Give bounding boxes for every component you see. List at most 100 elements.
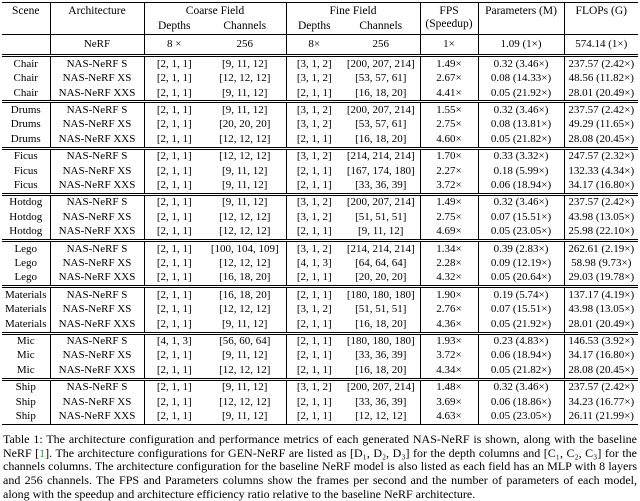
cell-fps: 2.67× [420,71,479,87]
cell-parameters: 0.07 (15.51×) [478,302,565,318]
cell-parameters: 0.18 (5.99×) [478,164,565,179]
cell-fine-depths: [4, 1, 3] [296,257,332,269]
cell-scene: Drums [2,101,51,118]
table-row: Materials NAS-NeRF XXS [2, 1, 1] [9, 11, 12… [2,317,638,334]
cell-architecture: NAS-NeRF XXS [50,178,145,195]
cell-scene: Ship [2,395,51,410]
cell-coarse-depths: [2, 1, 1] [156,132,192,145]
cell-coarse-channels: [9, 11, 12] [204,55,287,72]
table-row: Ficus NAS-NeRF S [2, 1, 1] [12, 12, 12] [3, … [2,148,638,165]
cell-fine-channels: [53, 57, 61] [342,117,421,133]
cell-flops: 29.03 (19.78×) [568,271,635,284]
cell-fine-depths: [2, 1, 1] [296,317,332,330]
col-header-channels-fine: Channels [342,18,421,35]
cell-scene: Lego [2,270,51,287]
cell-fine-channels: [16, 18, 20] [342,86,421,102]
cell-fine-depths: [2, 1, 1] [296,86,332,99]
cell-coarse-depths: [2, 1, 1] [156,363,192,376]
cell-fine-depths: [2, 1, 1] [296,349,332,362]
cell-fine-depths: [2, 1, 1] [296,271,332,284]
cell-fps: 1.49× [420,194,479,211]
cell-fine-channels: [214, 214, 214] [342,148,421,165]
cell-architecture: NAS-NeRF XXS [50,363,145,380]
cell-fps: 1.48× [420,379,479,396]
cell-fps: 2.75× [420,210,479,225]
cell-coarse-channels: 256 [204,34,287,56]
table-row: Chair NAS-NeRF XXS [2, 1, 1] [9, 11, 12] [2,… [2,86,638,102]
table-row: Drums NAS-NeRF XXS [2, 1, 1] [12, 12, 12] [2… [2,132,638,149]
table-row: Hotdog NAS-NeRF XXS [2, 1, 1] [12, 12, 12] [… [2,224,638,241]
cell-scene: Hotdog [2,224,51,241]
cell-coarse-channels: [12, 12, 12] [204,224,287,241]
cell-architecture: NAS-NeRF XS [50,302,145,318]
cell-parameters: 0.32 (3.46×) [478,55,565,72]
cell-fine-depths: [3, 1, 2] [296,103,332,116]
table-row: NeRF 8 × 256 8× 256 1× 1.09 (1×) 574.14 (1×) [2,34,638,56]
cell-architecture: NAS-NeRF XXS [50,317,145,334]
table-row: Ficus NAS-NeRF XS [2, 1, 1] [9, 11, 12] [2, … [2,164,638,179]
table-header: Scene Architecture Coarse Field Fine Fie… [2,2,639,35]
cell-coarse-depths: [2, 1, 1] [156,381,192,394]
scene-group-ship: Ship NAS-NeRF S [2, 1, 1] [9, 11, 12] [3, 1,… [2,379,639,425]
cell-scene: Chair [2,86,51,102]
cell-flops: 237.57 (2.42×) [568,57,635,70]
cell-flops: 48.56 (11.82×) [568,72,634,85]
caption-text-after: ]. The architecture configurations for G… [3,445,638,501]
cell-fps: 2.28× [420,256,479,271]
cell-fine-depths: [2, 1, 1] [296,164,332,177]
cell-parameters: 0.07 (15.51×) [478,210,565,225]
cell-fine-channels: [64, 64, 64] [342,256,421,271]
cell-parameters: 0.08 (13.81×) [478,117,565,133]
col-header-coarse-field: Coarse Field [144,2,287,19]
cell-architecture: NAS-NeRF XXS [50,224,145,241]
cell-fps: 1.93× [420,333,479,349]
cell-flops: 34.23 (16.77×) [568,395,635,408]
cell-fps: 4.41× [420,86,479,102]
table-row: Lego NAS-NeRF S [2, 1, 1] [100, 104, 109] [3… [2,240,638,257]
cell-flops: 28.01 (20.49×) [568,317,635,330]
cell-scene [2,34,51,56]
cell-fine-channels: [200, 207, 214] [342,101,421,118]
cell-scene: Chair [2,55,51,72]
cell-coarse-depths: [2, 1, 1] [156,288,192,301]
table-row: Drums NAS-NeRF S [2, 1, 1] [9, 11, 12] [3, 1… [2,101,638,118]
cell-architecture: NAS-NeRF XXS [50,132,145,149]
cell-parameters: 0.05 (21.92×) [478,86,565,102]
table-row: Ship NAS-NeRF XS [2, 1, 1] [12, 12, 12] [2, … [2,395,638,410]
table-row: Materials NAS-NeRF XS [2, 1, 1] [12, 12, 12… [2,302,638,318]
cell-fine-depths: [2, 1, 1] [296,132,332,145]
table-row: Mic NAS-NeRF XS [2, 1, 1] [9, 11, 12] [2, 1,… [2,348,638,364]
table-row: Lego NAS-NeRF XXS [2, 1, 1] [16, 18, 20] [2,… [2,270,638,287]
cell-coarse-depths: [2, 1, 1] [156,196,192,209]
cell-fine-depths: 8× [308,37,321,50]
cell-fine-channels: [53, 57, 61] [342,71,421,87]
baseline-row-group: NeRF 8 × 256 8× 256 1× 1.09 (1×) 574.14 (1×) [2,34,638,56]
cell-parameters: 0.05 (21.92×) [478,317,565,334]
cell-parameters: 0.06 (18.94×) [478,178,565,195]
cell-fine-depths: [3, 1, 2] [296,196,332,209]
cell-coarse-channels: [9, 11, 12] [204,164,287,179]
cell-coarse-channels: [56, 60, 64] [204,333,287,349]
scene-group-lego: Lego NAS-NeRF S [2, 1, 1] [100, 104, 109] [3… [2,240,639,287]
cell-fine-channels: [20, 20, 20] [342,270,421,287]
cell-coarse-depths: [2, 1, 1] [156,410,192,423]
cell-architecture: NAS-NeRF XS [50,348,145,364]
cell-coarse-channels: [9, 11, 12] [204,379,287,396]
cell-fps: 4.34× [420,363,479,380]
cell-flops: 28.01 (20.49×) [568,86,635,99]
col-header-architecture: Architecture [50,2,145,35]
cell-fine-channels: [33, 36, 39] [342,395,421,410]
cell-fine-channels: [12, 12, 12] [342,409,421,425]
cell-fine-depths: [2, 1, 1] [296,410,332,423]
cell-flops: 146.53 (3.92×) [568,335,635,348]
cell-fine-channels: [9, 11, 12] [342,224,421,241]
cell-flops: 26.11 (21.99×) [568,410,634,423]
table-row: Chair NAS-NeRF S [2, 1, 1] [9, 11, 12] [3, 1… [2,55,638,72]
cell-parameters: 0.33 (3.32×) [478,148,565,165]
cell-coarse-depths: [2, 1, 1] [156,271,192,284]
cell-fps: 4.60× [420,132,479,149]
table-row: Hotdog NAS-NeRF S [2, 1, 1] [9, 11, 12] [3, … [2,194,638,211]
cell-flops: 28.08 (20.45×) [568,363,635,376]
citation-link[interactable]: 1 [39,445,46,460]
cell-flops: 237.57 (2.42×) [568,381,635,394]
